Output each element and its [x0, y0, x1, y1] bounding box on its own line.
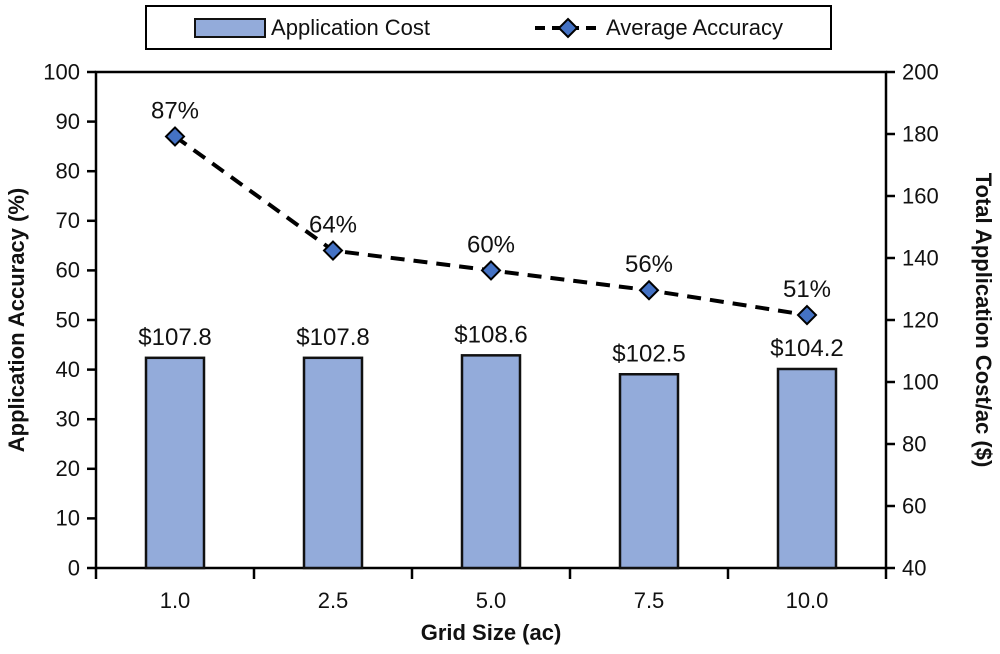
accuracy-point-label: 60% [467, 231, 515, 258]
left-axis-tick-label: 40 [56, 357, 80, 382]
accuracy-marker [796, 304, 818, 326]
right-axis-tick-label: 60 [902, 493, 926, 518]
cost-bar [618, 373, 680, 570]
cost-bar [302, 356, 364, 570]
x-axis-title: Grid Size (ac) [421, 620, 562, 645]
accuracy-marker [638, 279, 660, 301]
left-axis-tick-label: 100 [43, 59, 80, 84]
accuracy-marker [164, 126, 186, 147]
right-axis-tick-label: 120 [902, 307, 939, 332]
right-axis-tick-label: 140 [902, 245, 939, 270]
right-axis-tick-label: 180 [902, 121, 939, 146]
legend-label-application-cost: Application Cost [271, 14, 431, 40]
cost-bar [144, 356, 206, 570]
accuracy-marker [480, 259, 502, 281]
x-axis-tick-label: 7.5 [634, 588, 665, 613]
accuracy-point-label: 87% [151, 97, 199, 124]
right-axis-tick-label: 80 [902, 431, 926, 456]
accuracy-point-label: 64% [309, 212, 357, 239]
left-axis-tick-label: 20 [56, 456, 80, 481]
right-axis-tick-label: 40 [902, 555, 926, 580]
left-axis-tick-label: 70 [56, 208, 80, 233]
left-axis-title: Application Accuracy (%) [4, 188, 29, 452]
left-axis-tick-label: 10 [56, 506, 80, 531]
left-axis-tick-label: 30 [56, 406, 80, 431]
accuracy-point-label: 51% [783, 276, 831, 303]
cost-bar-label: $108.6 [454, 321, 527, 348]
cost-bar-label: $107.8 [138, 324, 211, 351]
left-axis-tick-label: 80 [56, 158, 80, 183]
accuracy-marker [322, 240, 344, 261]
right-axis-tick-label: 160 [902, 183, 939, 208]
legend-label-average-accuracy: Average Accuracy [606, 14, 783, 40]
accuracy-point-label: 56% [625, 251, 673, 278]
legend-item-application-cost: Application Cost [194, 15, 430, 41]
cost-bar [776, 367, 838, 570]
x-axis-tick-label: 5.0 [476, 588, 507, 613]
bar-swatch [194, 17, 267, 38]
legend-line-swatch-svg [535, 17, 602, 38]
accuracy-line [173, 134, 808, 318]
legend-item-average-accuracy: Average Accuracy [535, 15, 783, 41]
legend-diamond [557, 17, 579, 38]
x-axis-tick-label: 10.0 [786, 588, 829, 613]
cost-bar [460, 354, 522, 570]
left-axis-tick-label: 0 [68, 555, 80, 580]
x-axis-tick-label: 1.0 [160, 588, 191, 613]
left-axis-tick-label: 90 [56, 109, 80, 134]
cost-bar-label: $102.5 [612, 340, 685, 367]
cost-bar-label: $104.2 [770, 335, 843, 362]
legend: Application Cost Average Accuracy [145, 5, 832, 50]
right-axis-title: Total Application Cost/ac ($) [971, 173, 996, 468]
x-axis-tick-label: 2.5 [318, 588, 349, 613]
left-axis-tick-label: 60 [56, 258, 80, 283]
left-axis-tick-label: 50 [56, 307, 80, 332]
cost-bar-label: $107.8 [296, 324, 369, 351]
right-axis-tick-label: 200 [902, 59, 939, 84]
dashed-line-diamond-swatch [535, 17, 602, 39]
right-axis-tick-label: 100 [902, 369, 939, 394]
